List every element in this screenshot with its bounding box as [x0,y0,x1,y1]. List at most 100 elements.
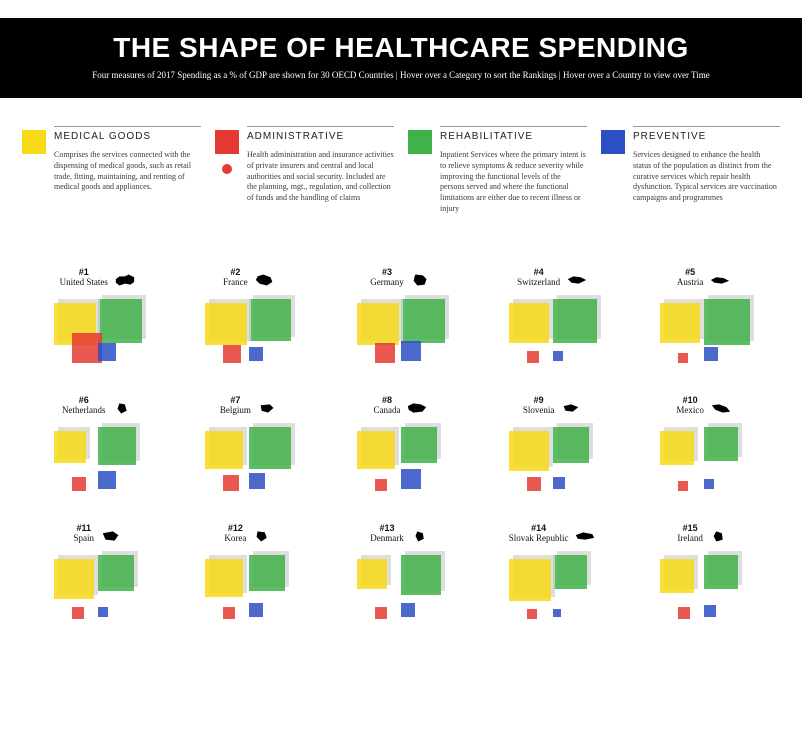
country-name: Netherlands [62,405,105,415]
country-name: Korea [224,533,246,543]
country-silhouette-icon [709,529,731,543]
glyph-square [678,481,688,491]
category-rehabilitative[interactable]: REHABILITATIVE Inpatient Services where … [408,126,587,215]
glyph-square [205,431,243,469]
country-header: #11 Spain [74,523,123,543]
country-silhouette-icon [254,273,276,287]
country-glyph [351,421,451,491]
category-preventive[interactable]: PREVENTIVE Services designed to enhance … [601,126,780,215]
country-card[interactable]: #6 Netherlands [22,389,174,517]
category-square-icon [22,130,46,154]
country-card[interactable]: #2 France [174,261,326,389]
country-name: Mexico [676,405,704,415]
country-card[interactable]: #13 Denmark [325,517,477,645]
country-glyph [351,549,451,619]
country-label: #10 Mexico [676,395,704,415]
glyph-square [527,477,541,491]
country-glyph [199,293,299,363]
glyph-square [98,607,108,617]
country-label: #1 United States [60,267,108,287]
category-description: Services designed to enhance the health … [633,150,780,204]
glyph-square [553,351,563,361]
country-rank: #11 [74,523,95,533]
country-card[interactable]: #14 Slovak Republic [477,517,629,645]
country-card[interactable]: #9 Slovenia [477,389,629,517]
glyph-square [527,609,537,619]
glyph-square [249,427,291,469]
category-circle-icon [222,164,232,174]
country-silhouette-icon [709,273,731,287]
country-header: #9 Slovenia [523,395,583,415]
country-grid: #1 United States #2 France #3 Germany [22,261,780,645]
country-name: Slovenia [523,405,555,415]
glyph-square [678,353,688,363]
country-label: #13 Denmark [370,523,404,543]
glyph-square [375,479,387,491]
glyph-square [223,475,239,491]
glyph-square [54,431,86,463]
country-name: Denmark [370,533,404,543]
category-medical_goods[interactable]: MEDICAL GOODS Comprises the services con… [22,126,201,215]
country-header: #7 Belgium [220,395,279,415]
country-rank: #14 [509,523,569,533]
country-glyph [503,293,603,363]
country-card[interactable]: #5 Austria [628,261,780,389]
glyph-square [553,477,565,489]
country-glyph [503,421,603,491]
country-name: Germany [370,277,404,287]
country-card[interactable]: #3 Germany [325,261,477,389]
country-card[interactable]: #11 Spain [22,517,174,645]
country-rank: #1 [60,267,108,277]
country-card[interactable]: #15 Ireland [628,517,780,645]
country-silhouette-icon [406,401,428,415]
country-rank: #8 [373,395,400,405]
country-header: #15 Ireland [677,523,730,543]
page-title: THE SHAPE OF HEALTHCARE SPENDING [10,32,792,64]
glyph-square [401,603,415,617]
glyph-square [223,607,235,619]
glyph-square [375,607,387,619]
content-area: MEDICAL GOODS Comprises the services con… [0,98,802,655]
country-card[interactable]: #12 Korea [174,517,326,645]
glyph-square [205,303,247,345]
country-silhouette-icon [100,529,122,543]
country-label: #12 Korea [224,523,246,543]
glyph-square [98,555,134,591]
category-icons [215,126,239,215]
glyph-square [401,555,441,595]
country-label: #9 Slovenia [523,395,555,415]
country-silhouette-icon [566,273,588,287]
category-description: Comprises the services connected with th… [54,150,201,193]
glyph-square [401,427,437,463]
country-silhouette-icon [410,273,432,287]
country-name: Switzerland [517,277,560,287]
country-card[interactable]: #4 Switzerland [477,261,629,389]
glyph-square [72,607,84,619]
country-card[interactable]: #8 Canada [325,389,477,517]
country-silhouette-icon [574,529,596,543]
glyph-square [678,607,690,619]
glyph-square [553,555,587,589]
country-silhouette-icon [560,401,582,415]
glyph-square [54,559,94,599]
country-glyph [199,549,299,619]
country-glyph [199,421,299,491]
glyph-square [223,345,241,363]
country-label: #8 Canada [373,395,400,415]
country-card[interactable]: #10 Mexico [628,389,780,517]
country-card[interactable]: #1 United States [22,261,174,389]
glyph-square [357,559,387,589]
category-administrative[interactable]: ADMINISTRATIVE Health administration and… [215,126,394,215]
country-rank: #13 [370,523,404,533]
country-silhouette-icon [410,529,432,543]
category-legend: MEDICAL GOODS Comprises the services con… [22,126,780,215]
glyph-square [704,299,750,345]
glyph-square [249,299,291,341]
country-header: #3 Germany [370,267,432,287]
country-rank: #7 [220,395,251,405]
country-label: #4 Switzerland [517,267,560,287]
country-card[interactable]: #7 Belgium [174,389,326,517]
glyph-square [704,479,714,489]
glyph-square [98,427,136,465]
country-header: #4 Switzerland [517,267,588,287]
